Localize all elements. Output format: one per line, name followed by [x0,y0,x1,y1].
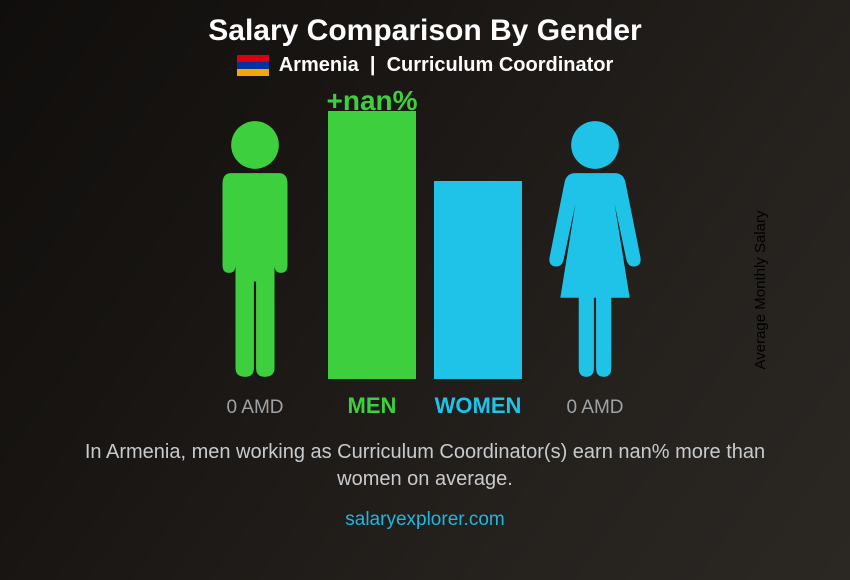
chart-area: 0 AMD +nan% MEN WOMEN 0 AMD [200,89,650,419]
difference-label: +nan% [326,85,417,117]
subtitle-text: Armenia | Curriculum Coordinator [279,54,614,77]
woman-icon [540,119,650,379]
infographic-container: Salary Comparison By Gender Armenia | Cu… [0,0,850,580]
men-bar [328,111,416,379]
men-icon-col: 0 AMD [200,89,310,419]
subtitle-row: Armenia | Curriculum Coordinator [237,54,614,77]
flag-icon [237,55,269,77]
flag-stripe-top [237,55,269,62]
men-amount: 0 AMD [226,397,283,419]
job-title: Curriculum Coordinator [387,54,614,76]
separator: | [370,54,376,76]
man-icon [200,119,310,379]
flag-stripe-mid [237,62,269,69]
description-text: In Armenia, men working as Curriculum Co… [55,439,795,493]
yaxis-label: Average Monthly Salary [752,211,769,370]
women-bar-col: WOMEN [434,89,522,419]
country-name: Armenia [279,54,359,76]
men-label: MEN [348,393,397,419]
footer-link: salaryexplorer.com [345,509,504,531]
flag-stripe-bot [237,69,269,76]
women-label: WOMEN [435,393,522,419]
women-bar [434,181,522,379]
men-bar-col: +nan% MEN [328,89,416,419]
women-amount: 0 AMD [566,397,623,419]
page-title: Salary Comparison By Gender [208,14,641,48]
women-icon-col: 0 AMD [540,89,650,419]
